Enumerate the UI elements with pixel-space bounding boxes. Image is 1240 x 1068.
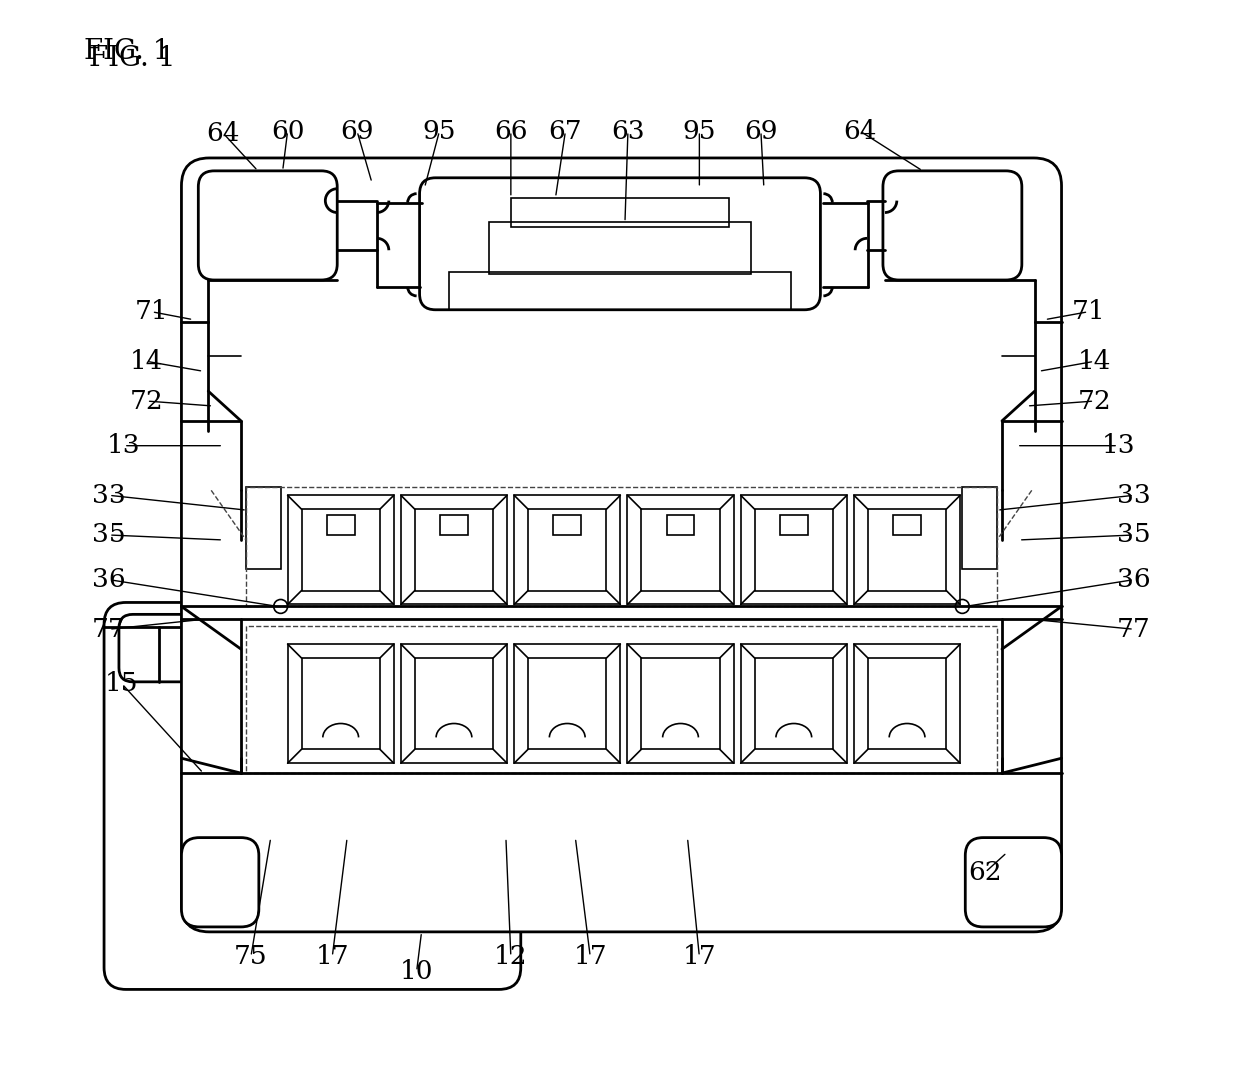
Bar	[962, 487, 997, 569]
Bar	[515, 644, 620, 764]
FancyBboxPatch shape	[181, 158, 1061, 932]
Bar	[868, 509, 946, 591]
Bar	[528, 509, 606, 591]
Bar	[288, 496, 394, 604]
Bar	[755, 658, 833, 750]
Bar	[740, 644, 847, 764]
Text: 17: 17	[573, 944, 608, 969]
Bar	[627, 644, 734, 764]
Text: 35: 35	[1117, 522, 1151, 548]
Bar	[780, 515, 807, 535]
Bar	[246, 626, 997, 773]
Text: 17: 17	[315, 944, 350, 969]
Text: 66: 66	[494, 119, 527, 144]
Text: 69: 69	[744, 119, 777, 144]
FancyBboxPatch shape	[883, 171, 1022, 280]
Bar	[893, 515, 921, 535]
Text: 72: 72	[130, 389, 164, 413]
Bar	[515, 496, 620, 604]
Bar	[489, 222, 751, 274]
Bar	[301, 658, 379, 750]
Text: 35: 35	[92, 522, 125, 548]
Text: 95: 95	[423, 119, 456, 144]
Bar	[740, 496, 847, 604]
Bar	[755, 509, 833, 591]
Text: FIG. 1: FIG. 1	[89, 45, 176, 73]
Text: 62: 62	[968, 860, 1002, 885]
Text: 10: 10	[399, 959, 433, 984]
FancyBboxPatch shape	[198, 171, 337, 280]
Text: 13: 13	[107, 434, 140, 458]
Text: 69: 69	[340, 119, 373, 144]
Bar	[641, 509, 719, 591]
FancyBboxPatch shape	[419, 177, 821, 310]
Bar	[854, 496, 960, 604]
Bar	[854, 644, 960, 764]
Bar	[641, 658, 719, 750]
Bar	[288, 644, 394, 764]
Bar	[301, 509, 379, 591]
Text: 17: 17	[682, 944, 717, 969]
Bar	[449, 272, 791, 310]
FancyBboxPatch shape	[181, 837, 259, 927]
Text: 71: 71	[135, 299, 169, 325]
Bar	[246, 487, 997, 607]
Bar	[511, 198, 729, 227]
Text: 95: 95	[683, 119, 717, 144]
Bar	[667, 515, 694, 535]
Text: 12: 12	[494, 944, 528, 969]
Text: 72: 72	[1078, 389, 1111, 413]
Bar	[246, 487, 280, 569]
Text: 15: 15	[105, 672, 139, 696]
FancyBboxPatch shape	[965, 837, 1061, 927]
Text: 64: 64	[843, 119, 877, 144]
Bar	[627, 496, 734, 604]
Text: 33: 33	[92, 483, 126, 507]
Text: 64: 64	[206, 121, 239, 145]
Text: 14: 14	[1078, 349, 1111, 374]
Bar	[415, 509, 494, 591]
Bar	[868, 658, 946, 750]
Text: 77: 77	[92, 616, 126, 642]
Text: 36: 36	[92, 567, 125, 592]
Text: 63: 63	[611, 119, 645, 144]
Text: 36: 36	[1117, 567, 1151, 592]
Text: 60: 60	[270, 119, 304, 144]
Text: 71: 71	[1071, 299, 1105, 325]
Bar	[401, 644, 507, 764]
Text: 13: 13	[1101, 434, 1135, 458]
Text: FIG. 1: FIG. 1	[84, 38, 171, 65]
Text: 14: 14	[130, 349, 164, 374]
Bar	[528, 658, 606, 750]
Bar	[327, 515, 355, 535]
Text: 77: 77	[1117, 616, 1151, 642]
Bar	[401, 496, 507, 604]
Text: 75: 75	[234, 944, 268, 969]
Text: 33: 33	[1117, 483, 1151, 507]
Bar	[415, 658, 494, 750]
Bar	[440, 515, 467, 535]
Bar	[553, 515, 582, 535]
Text: 67: 67	[548, 119, 583, 144]
